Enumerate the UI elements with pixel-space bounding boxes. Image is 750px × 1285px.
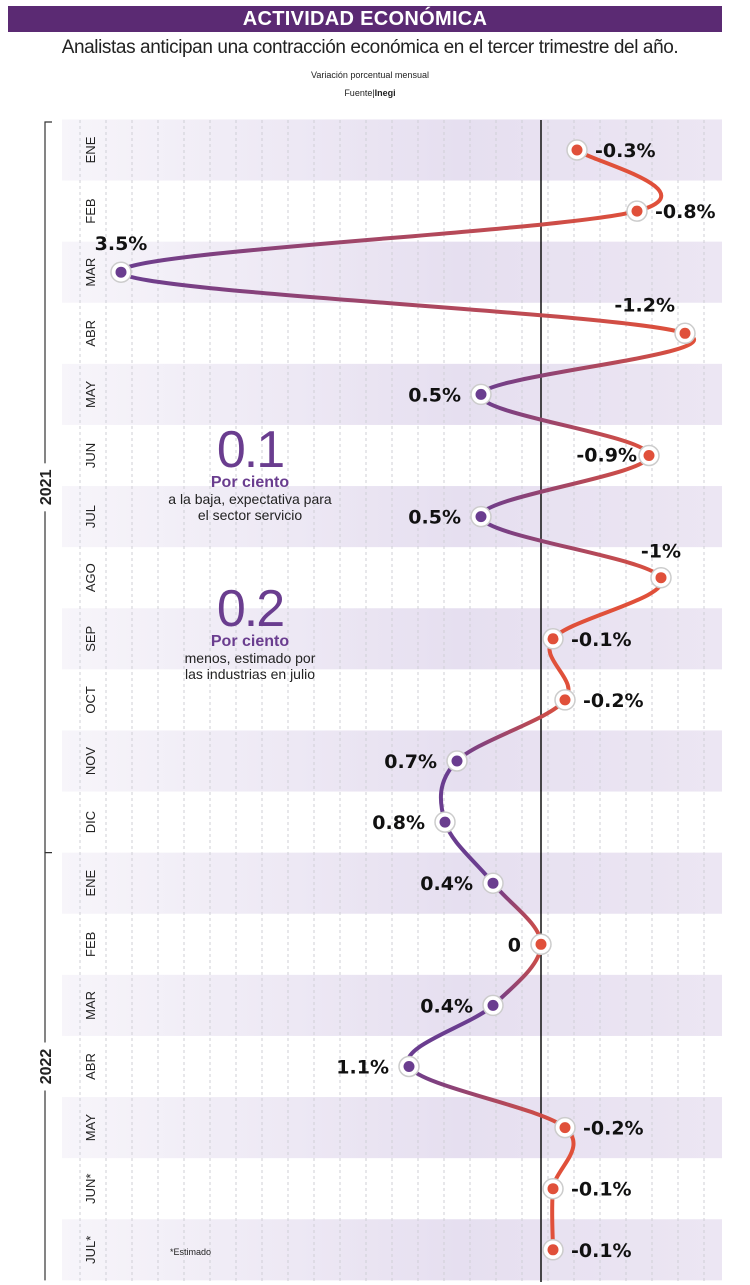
data-label: 0 — [508, 934, 521, 956]
data-point — [475, 388, 487, 400]
year-bracket — [44, 852, 52, 1281]
month-label: MAY — [83, 380, 98, 408]
line-segment — [118, 209, 639, 275]
data-point — [115, 266, 127, 278]
line-segment — [119, 270, 687, 336]
month-label: MAR — [83, 258, 98, 287]
note-unit: Por ciento — [210, 633, 290, 650]
year-label: 2021 — [38, 469, 55, 505]
data-label: -0.1% — [571, 1179, 632, 1201]
month-label: JUN — [83, 443, 98, 468]
note-industry: 0.2 Por ciento menos, estimado por las i… — [150, 580, 350, 682]
unit-label: Variación porcentual mensual — [311, 70, 429, 80]
data-point — [487, 999, 499, 1011]
year-bracket — [44, 121, 52, 853]
note-text: menos, estimado por las industrias en ju… — [184, 650, 316, 682]
note-unit: Por ciento — [210, 474, 290, 491]
note-text: a la baja, expectativa para el sector se… — [168, 491, 332, 523]
source-name: Inegi — [374, 88, 396, 98]
month-label: OCT — [83, 686, 98, 714]
data-point — [679, 327, 691, 339]
month-label: ENE — [83, 136, 98, 163]
month-label: DIC — [83, 811, 98, 833]
data-point — [535, 938, 547, 950]
data-point — [547, 1244, 559, 1256]
data-point — [403, 1061, 415, 1072]
month-label: ABR — [83, 320, 98, 347]
month-label: SEP — [83, 626, 98, 652]
month-label: FEB — [83, 932, 98, 957]
month-label: AGO — [83, 563, 98, 592]
data-point — [571, 144, 583, 156]
note-value: 0.1 — [216, 421, 285, 479]
month-label: NOV — [83, 747, 98, 776]
data-label: 1.1% — [336, 1057, 389, 1079]
data-point — [547, 1183, 559, 1195]
data-label: -0.8% — [655, 201, 716, 223]
data-point — [631, 205, 643, 217]
data-point — [487, 877, 499, 889]
data-point — [643, 450, 655, 461]
data-point — [559, 1122, 571, 1134]
month-label: FEB — [83, 198, 98, 223]
data-label: -0.9% — [576, 445, 637, 467]
source-label: Fuente|Inegi — [0, 88, 740, 98]
note-value: 0.2 — [216, 580, 285, 638]
chart-subtitle: Analistas anticipan una contracción econ… — [61, 37, 679, 58]
data-label: -1% — [641, 541, 681, 563]
month-label: ABR — [83, 1053, 98, 1080]
data-label: -1.2% — [614, 294, 675, 316]
data-label: 0.8% — [372, 812, 425, 834]
line-segment — [407, 1064, 567, 1130]
year-label-bg — [38, 463, 52, 512]
data-point — [475, 511, 487, 523]
data-label: -0.2% — [583, 690, 644, 712]
data-point — [439, 816, 451, 828]
data-point — [559, 694, 571, 706]
year-label-bg — [38, 1042, 52, 1091]
data-label: 0.4% — [420, 995, 473, 1017]
month-label: ENE — [83, 870, 98, 897]
data-label: -0.1% — [571, 629, 632, 651]
source-prefix: Fuente| — [344, 88, 375, 98]
data-point — [547, 633, 559, 645]
month-label: MAY — [83, 1114, 98, 1142]
month-label: JUN* — [83, 1174, 98, 1204]
year-label: 2022 — [38, 1049, 55, 1085]
data-point — [451, 755, 463, 767]
data-label: -0.2% — [583, 1118, 644, 1140]
data-label: 0.4% — [420, 873, 473, 895]
month-label: JUL* — [83, 1236, 98, 1264]
data-label: -0.1% — [571, 1240, 632, 1262]
data-label: -0.3% — [595, 140, 656, 162]
data-label: 0.5% — [408, 384, 461, 406]
month-label: JUL — [83, 505, 98, 528]
chart-title: ACTIVIDAD ECONÓMICA — [8, 6, 722, 32]
data-label: 3.5% — [95, 233, 148, 255]
data-point — [655, 572, 667, 584]
note-services: 0.1 Por ciento a la baja, expectativa pa… — [150, 421, 350, 523]
footnote: *Estimado — [170, 1247, 212, 1257]
line-segment — [479, 514, 663, 580]
line-segment — [479, 331, 697, 397]
data-label: 0.5% — [408, 507, 461, 529]
data-label: 0.7% — [384, 751, 437, 773]
month-label: MAR — [83, 991, 98, 1020]
